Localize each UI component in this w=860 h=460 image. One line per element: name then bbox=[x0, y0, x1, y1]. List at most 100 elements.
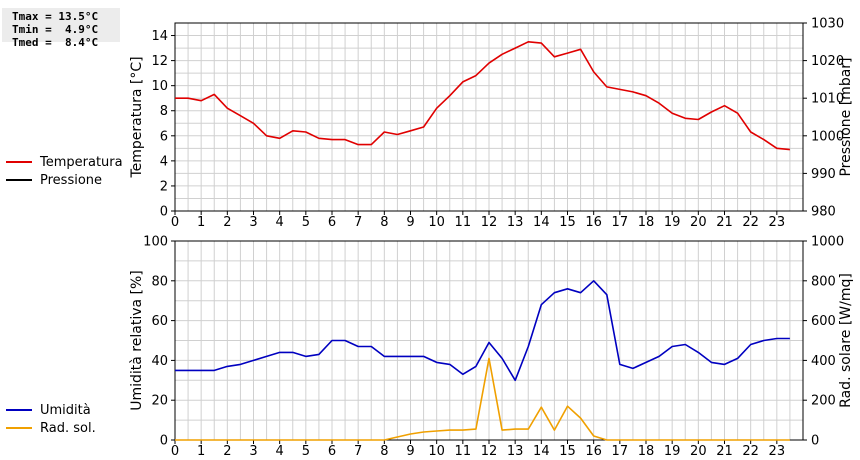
stats-tmax: Tmax = 13.5°C bbox=[12, 10, 99, 23]
x-tick-label-top: 8 bbox=[380, 215, 388, 230]
x-tick-label-bottom: 13 bbox=[507, 444, 524, 459]
x-tick-label-top: 12 bbox=[481, 215, 498, 230]
y-tick-label-bottom: 20 bbox=[151, 394, 168, 409]
legend-swatch-umidita bbox=[6, 409, 32, 411]
x-tick-label-bottom: 0 bbox=[171, 444, 179, 459]
x-tick-label-top: 20 bbox=[690, 215, 707, 230]
y-tick-label-bottom: 0 bbox=[160, 434, 168, 449]
y-tick-label-top: 10 bbox=[151, 79, 168, 94]
y2-tick-label-bottom: 600 bbox=[811, 314, 836, 329]
x-tick-label-bottom: 9 bbox=[406, 444, 414, 459]
stats-box: Tmax = 13.5°C Tmin = 4.9°C Tmed = 8.4°C bbox=[2, 8, 120, 49]
y-tick-label-bottom: 60 bbox=[151, 314, 168, 329]
x-tick-label-bottom: 3 bbox=[249, 444, 257, 459]
x-tick-label-bottom: 18 bbox=[638, 444, 655, 459]
x-tick-label-bottom: 5 bbox=[302, 444, 310, 459]
legend-label-pressione: Pressione bbox=[40, 172, 103, 188]
x-tick-label-bottom: 15 bbox=[559, 444, 576, 459]
x-tick-label-bottom: 10 bbox=[428, 444, 445, 459]
series-line-rad-sol- bbox=[175, 357, 790, 441]
y2-tick-label-bottom: 0 bbox=[811, 434, 819, 449]
x-tick-label-top: 9 bbox=[406, 215, 414, 230]
x-tick-label-top: 0 bbox=[171, 215, 179, 230]
legend-label-temperatura: Temperatura bbox=[40, 154, 123, 170]
legend-item-temperatura: Temperatura bbox=[6, 153, 123, 171]
legend-swatch-radsol bbox=[6, 427, 32, 429]
y-tick-label-top: 4 bbox=[160, 154, 168, 169]
y-tick-label-top: 12 bbox=[151, 54, 168, 69]
y-tick-label-top: 2 bbox=[160, 179, 168, 194]
x-tick-label-bottom: 17 bbox=[612, 444, 629, 459]
legend-item-radsol: Rad. sol. bbox=[6, 419, 96, 437]
x-tick-label-top: 1 bbox=[197, 215, 205, 230]
y-tick-label-top: 14 bbox=[151, 29, 168, 44]
y-axis-label-bottom: Umidità relativa [%] bbox=[129, 270, 145, 411]
y-tick-label-bottom: 80 bbox=[151, 274, 168, 289]
stats-tmed: Tmed = 8.4°C bbox=[12, 36, 99, 49]
x-tick-label-bottom: 19 bbox=[664, 444, 681, 459]
x-tick-label-bottom: 23 bbox=[769, 444, 786, 459]
y2-tick-label-top: 1020 bbox=[811, 54, 844, 69]
series-line-temperatura bbox=[175, 40, 790, 151]
x-tick-label-top: 18 bbox=[638, 215, 655, 230]
x-tick-label-top: 11 bbox=[455, 215, 472, 230]
y-tick-label-bottom: 100 bbox=[143, 235, 168, 250]
y-tick-label-top: 8 bbox=[160, 104, 168, 119]
x-tick-label-bottom: 2 bbox=[223, 444, 231, 459]
x-tick-label-top: 15 bbox=[559, 215, 576, 230]
y2-axis-label-top: Pressione [mbar] bbox=[838, 57, 854, 176]
y2-tick-label-bottom: 800 bbox=[811, 274, 836, 289]
x-tick-label-bottom: 1 bbox=[197, 444, 205, 459]
y2-axis-label-bottom: Rad. solare [W/mq] bbox=[838, 273, 854, 408]
x-tick-label-bottom: 16 bbox=[585, 444, 602, 459]
y2-tick-label-top: 990 bbox=[811, 167, 836, 182]
x-tick-label-bottom: 11 bbox=[455, 444, 472, 459]
x-tick-label-top: 4 bbox=[276, 215, 284, 230]
x-tick-label-top: 3 bbox=[249, 215, 257, 230]
x-tick-label-top: 21 bbox=[716, 215, 733, 230]
x-tick-label-bottom: 22 bbox=[742, 444, 759, 459]
x-tick-label-top: 16 bbox=[585, 215, 602, 230]
x-tick-label-bottom: 12 bbox=[481, 444, 498, 459]
legend-swatch-temperatura bbox=[6, 161, 32, 163]
x-tick-label-top: 7 bbox=[354, 215, 362, 230]
legend-label-umidita: Umidità bbox=[40, 402, 91, 418]
y-tick-label-top: 6 bbox=[160, 129, 168, 144]
y2-tick-label-bottom: 400 bbox=[811, 354, 836, 369]
y2-tick-label-top: 1010 bbox=[811, 92, 844, 107]
legend-top: Temperatura Pressione bbox=[6, 153, 123, 189]
y2-tick-label-bottom: 1000 bbox=[811, 235, 844, 250]
x-tick-label-bottom: 4 bbox=[276, 444, 284, 459]
y-tick-label-top: 0 bbox=[160, 205, 168, 220]
y-tick-label-bottom: 40 bbox=[151, 354, 168, 369]
legend-item-umidita: Umidità bbox=[6, 401, 96, 419]
x-tick-label-top: 17 bbox=[612, 215, 629, 230]
x-tick-label-top: 13 bbox=[507, 215, 524, 230]
x-tick-label-top: 10 bbox=[428, 215, 445, 230]
x-tick-label-top: 6 bbox=[328, 215, 336, 230]
legend-label-radsol: Rad. sol. bbox=[40, 420, 96, 436]
x-tick-label-bottom: 20 bbox=[690, 444, 707, 459]
y2-tick-label-top: 1000 bbox=[811, 129, 844, 144]
x-tick-label-top: 14 bbox=[533, 215, 550, 230]
x-tick-label-bottom: 6 bbox=[328, 444, 336, 459]
stats-tmin: Tmin = 4.9°C bbox=[12, 23, 99, 36]
legend-swatch-pressione bbox=[6, 179, 32, 181]
series-line-umidit- bbox=[175, 279, 790, 382]
y2-tick-label-top: 1030 bbox=[811, 17, 844, 32]
legend-item-pressione: Pressione bbox=[6, 171, 123, 189]
x-tick-label-bottom: 21 bbox=[716, 444, 733, 459]
x-tick-label-top: 19 bbox=[664, 215, 681, 230]
x-tick-label-bottom: 7 bbox=[354, 444, 362, 459]
y2-tick-label-bottom: 200 bbox=[811, 394, 836, 409]
x-tick-label-top: 22 bbox=[742, 215, 759, 230]
y2-tick-label-top: 980 bbox=[811, 205, 836, 220]
x-tick-label-top: 2 bbox=[223, 215, 231, 230]
x-tick-label-bottom: 14 bbox=[533, 444, 550, 459]
x-tick-label-top: 5 bbox=[302, 215, 310, 230]
x-tick-label-bottom: 8 bbox=[380, 444, 388, 459]
legend-bottom: Umidità Rad. sol. bbox=[6, 401, 96, 437]
y-axis-label-top: Temperatura [°C] bbox=[129, 56, 145, 178]
x-tick-label-top: 23 bbox=[769, 215, 786, 230]
